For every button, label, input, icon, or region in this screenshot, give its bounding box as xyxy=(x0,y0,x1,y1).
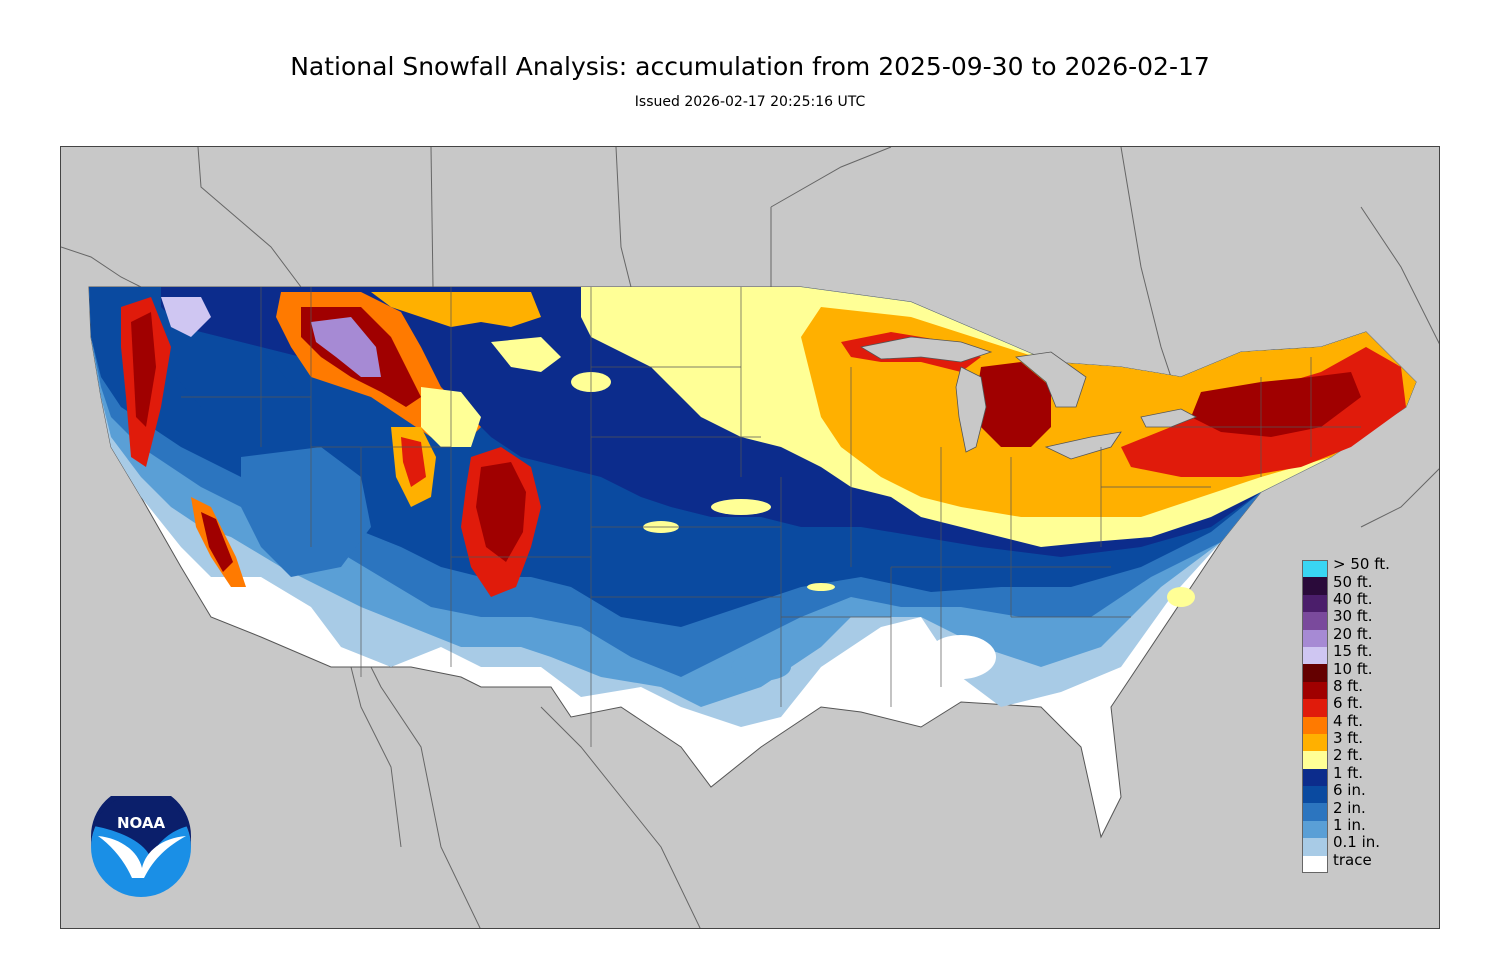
dakota-light xyxy=(491,337,561,372)
noaa-wordmark: NOAA xyxy=(117,814,166,832)
snowfall-map xyxy=(60,146,1440,929)
legend-item: 1 in. xyxy=(1302,816,1442,839)
legend-label: 1 in. xyxy=(1333,816,1366,835)
legend-label: 3 ft. xyxy=(1333,729,1363,748)
legend-label: 6 in. xyxy=(1333,781,1366,800)
band-8ft-northeast xyxy=(1191,372,1361,437)
legend-swatch xyxy=(1302,716,1328,734)
map-title: National Snowfall Analysis: accumulation… xyxy=(290,52,1210,81)
legend-item: 0.1 in. xyxy=(1302,833,1442,856)
montana-yellow xyxy=(371,292,541,327)
lake-michigan xyxy=(955,366,987,453)
lake-erie xyxy=(1044,431,1122,460)
legend-swatch xyxy=(1302,577,1328,595)
legend-swatch xyxy=(1302,699,1328,717)
wasatch-deep xyxy=(401,437,426,487)
legend-item: 8 ft. xyxy=(1302,676,1442,700)
issued-timestamp: Issued 2026-02-17 20:25:16 UTC xyxy=(634,94,866,110)
legend-item: 6 ft. xyxy=(1302,694,1442,717)
band-8ft-michigan xyxy=(976,362,1051,447)
lake-huron xyxy=(1015,351,1087,408)
legend-label: 2 ft. xyxy=(1333,746,1363,765)
legend-swatch xyxy=(1302,664,1328,682)
legend-swatch xyxy=(1302,786,1328,804)
legend-label: trace xyxy=(1333,850,1372,869)
state-borders xyxy=(181,287,1361,747)
legend-label: 8 ft. xyxy=(1333,676,1363,695)
legend-swatch xyxy=(1302,768,1328,787)
legend-label: 4 ft. xyxy=(1333,711,1363,730)
legend-item: trace xyxy=(1302,850,1442,874)
legend-label: 20 ft. xyxy=(1333,624,1373,643)
legend-label: 6 ft. xyxy=(1333,694,1363,713)
legend-label: > 50 ft. xyxy=(1333,555,1390,574)
legend-item: 30 ft. xyxy=(1302,607,1442,630)
legend-swatch xyxy=(1302,560,1328,578)
legend-item: 1 ft. xyxy=(1302,763,1442,787)
western-mountains xyxy=(121,292,561,597)
lake-superior xyxy=(859,336,993,363)
contiguous-us xyxy=(88,286,1417,839)
legend-item: 10 ft. xyxy=(1302,659,1442,682)
idaho-snow xyxy=(161,297,211,337)
legend-swatch xyxy=(1302,629,1328,647)
legend-item: 4 ft. xyxy=(1302,711,1442,734)
legend-label: 10 ft. xyxy=(1333,659,1373,678)
legend-label: 15 ft. xyxy=(1333,642,1373,661)
legend-swatch xyxy=(1302,594,1328,613)
legend-label: 50 ft. xyxy=(1333,572,1373,591)
legend-swatch xyxy=(1302,855,1328,874)
legend-label: 40 ft. xyxy=(1333,589,1373,608)
legend-item: 2 in. xyxy=(1302,798,1442,821)
snowfall-legend: > 50 ft. 50 ft. 40 ft. 30 ft. 20 ft. 15 ft. 10… xyxy=(1302,555,1442,874)
legend-item: > 50 ft. xyxy=(1302,555,1442,578)
lake-ontario xyxy=(1140,408,1197,428)
cascades-deep xyxy=(131,312,156,427)
legend-item: 6 in. xyxy=(1302,781,1442,804)
country-borders xyxy=(61,147,1439,928)
great-basin xyxy=(241,447,371,577)
legend-label: 1 ft. xyxy=(1333,763,1363,782)
legend-label: 0.1 in. xyxy=(1333,833,1381,852)
noaa-seagull-logo: NOAA xyxy=(91,796,191,897)
legend-swatch xyxy=(1302,838,1328,856)
legend-label: 2 in. xyxy=(1333,798,1366,817)
legend-swatch xyxy=(1302,803,1328,821)
legend-swatch xyxy=(1302,681,1328,700)
legend-item: 50 ft. xyxy=(1302,572,1442,595)
sierra-deep xyxy=(201,512,233,572)
legend-swatch xyxy=(1302,751,1328,769)
legend-item: 20 ft. xyxy=(1302,624,1442,647)
map-svg xyxy=(61,147,1439,928)
colorado-deep xyxy=(476,462,526,562)
legend-swatch xyxy=(1302,820,1328,839)
legend-item: 2 ft. xyxy=(1302,746,1442,769)
legend-item: 40 ft. xyxy=(1302,589,1442,613)
oregon-blue xyxy=(171,347,311,457)
legend-swatch xyxy=(1302,733,1328,752)
legend-label: 30 ft. xyxy=(1333,607,1373,626)
rockies-purple xyxy=(311,317,381,377)
legend-item: 3 ft. xyxy=(1302,729,1442,752)
legend-swatch xyxy=(1302,612,1328,630)
legend-item: 15 ft. xyxy=(1302,642,1442,665)
legend-swatch xyxy=(1302,646,1328,665)
